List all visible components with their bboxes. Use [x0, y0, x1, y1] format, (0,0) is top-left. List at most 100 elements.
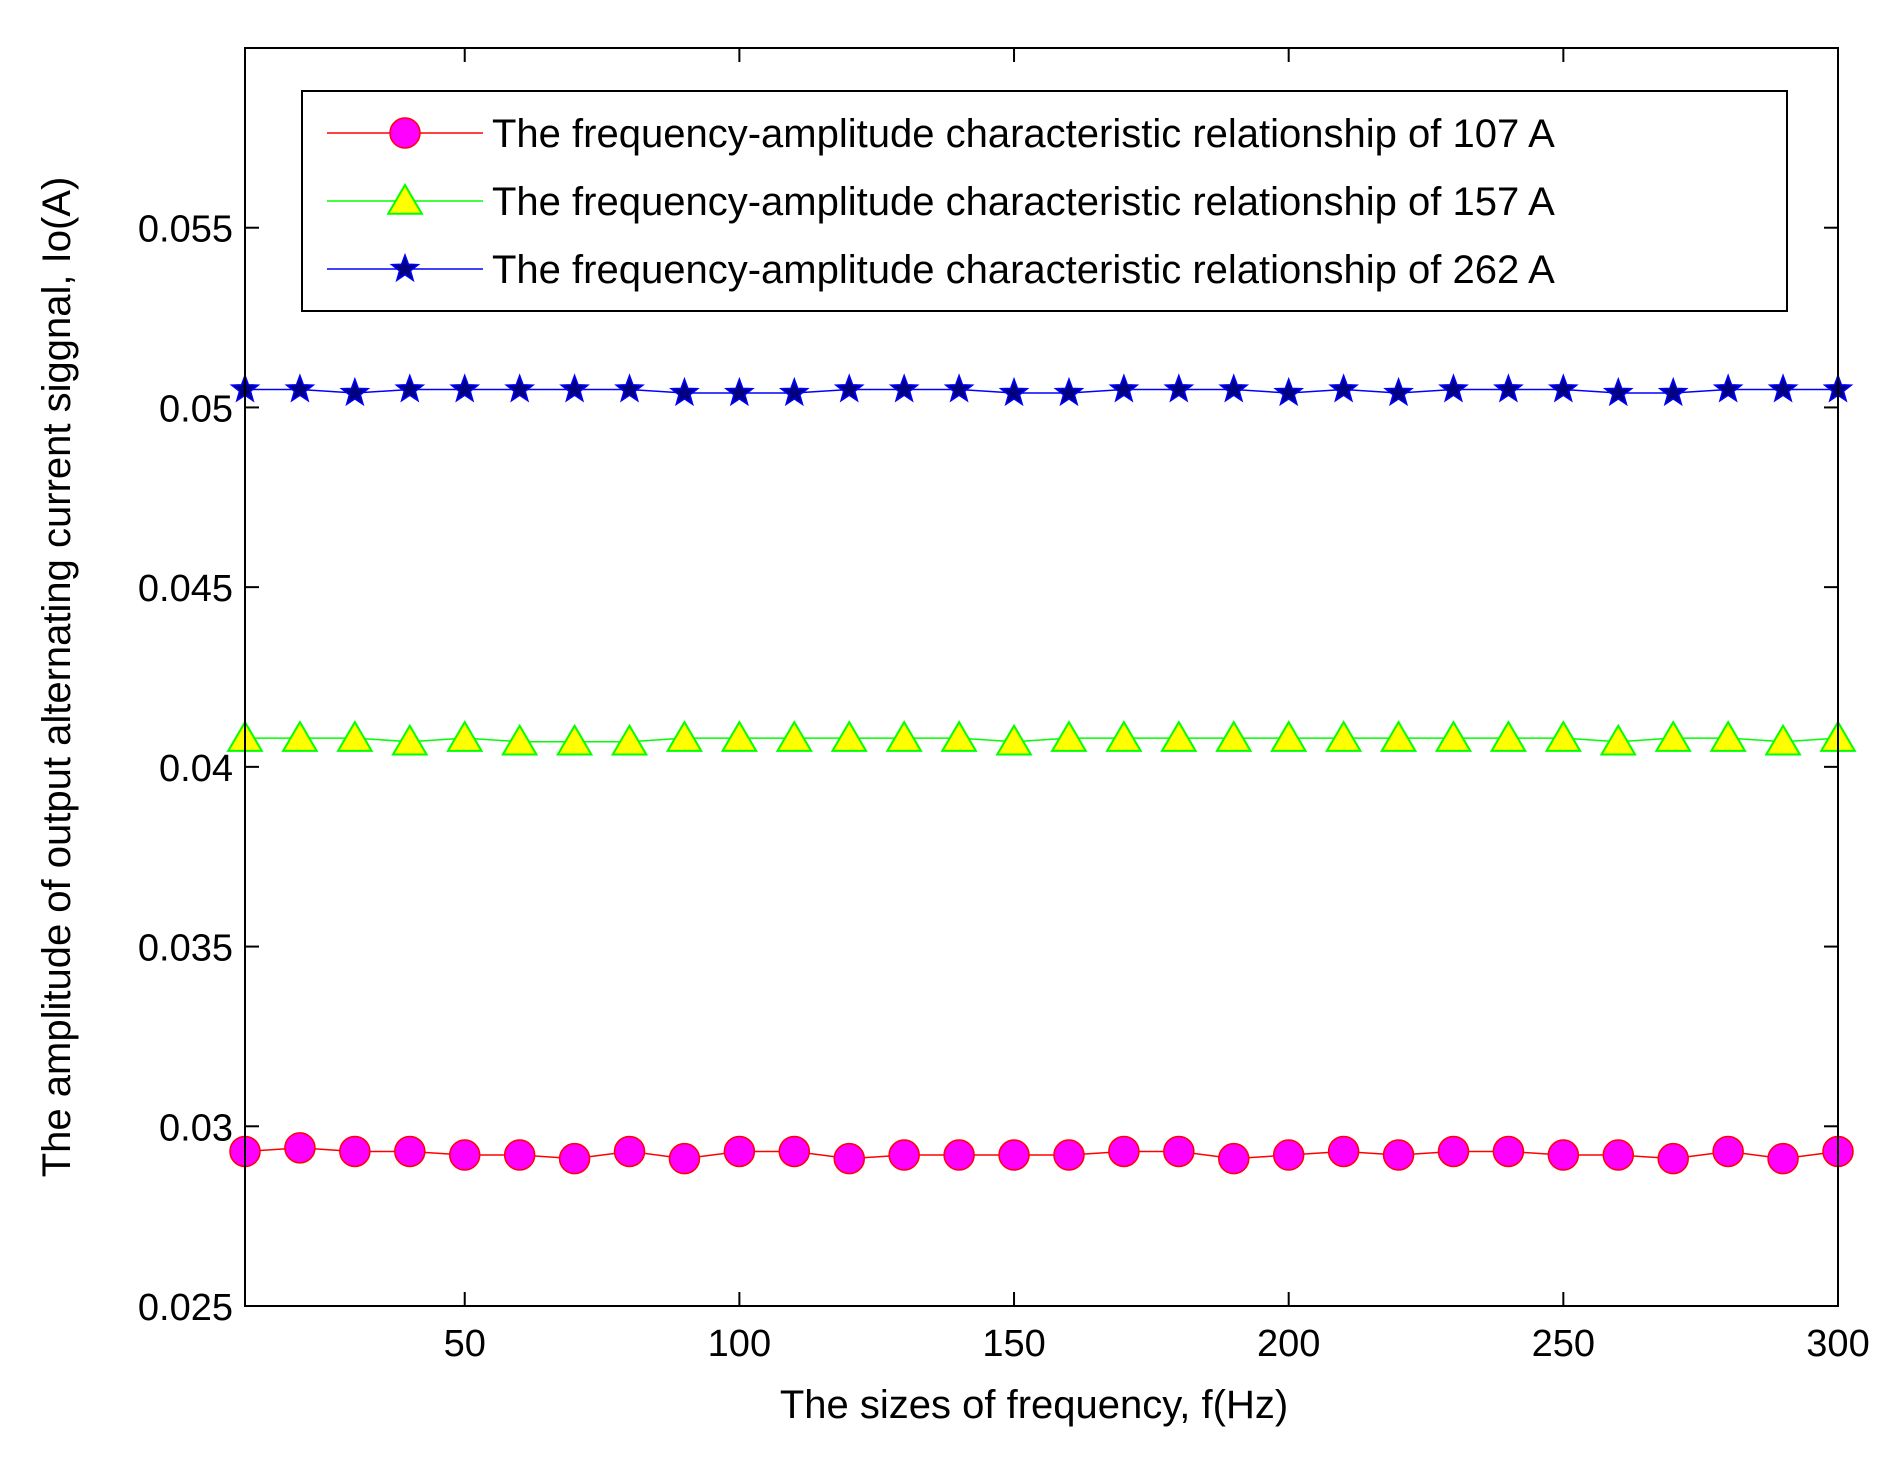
y-tick-label: 0.025 — [138, 1287, 233, 1329]
series-line — [245, 388, 1838, 394]
data-point — [1105, 720, 1143, 752]
data-point — [888, 373, 920, 403]
data-point — [503, 1139, 536, 1171]
legend: The frequency-amplitude characteristic r… — [301, 90, 1788, 312]
data-point — [665, 720, 703, 752]
data-point — [943, 373, 975, 403]
data-point — [1163, 1135, 1195, 1168]
data-point — [1437, 1135, 1470, 1168]
legend-box — [301, 90, 1788, 312]
data-point — [284, 373, 316, 403]
data-point — [391, 723, 429, 756]
legend-label: The frequency-amplitude characteristic r… — [492, 112, 1555, 156]
data-point — [1383, 376, 1414, 407]
data-point — [1218, 1142, 1250, 1175]
x-axis-ticks: 50 100 150 200 250 300 — [444, 48, 1870, 1365]
legend-marker — [389, 252, 421, 283]
data-point — [995, 723, 1033, 756]
data-point — [556, 723, 594, 756]
data-point — [610, 723, 649, 756]
legend-label: The frequency-amplitude characteristic r… — [492, 180, 1555, 224]
data-point — [394, 1135, 426, 1168]
data-point — [558, 1142, 591, 1175]
data-point — [1709, 720, 1747, 752]
x-tick-label: 200 — [1257, 1323, 1320, 1365]
legend-label: The frequency-amplitude characteristic r… — [492, 248, 1555, 292]
data-point — [1218, 373, 1250, 403]
x-tick-label: 150 — [982, 1323, 1045, 1365]
y-tick-label: 0.04 — [159, 748, 233, 790]
data-point — [1657, 376, 1689, 407]
series-2 — [229, 373, 1854, 407]
data-point — [613, 1135, 646, 1168]
legend-marker — [389, 117, 421, 149]
y-tick-label: 0.03 — [159, 1107, 233, 1149]
data-point — [1547, 1139, 1580, 1171]
data-point — [501, 723, 539, 756]
y-tick-label: 0.045 — [138, 568, 233, 610]
data-point — [449, 373, 481, 403]
data-point — [1547, 373, 1579, 403]
x-tick-label: 100 — [708, 1323, 771, 1365]
data-point — [1215, 720, 1253, 752]
data-point — [669, 376, 700, 407]
data-point — [833, 1142, 865, 1175]
data-point — [1272, 1139, 1305, 1171]
data-point — [998, 376, 1030, 407]
data-point — [1602, 376, 1634, 407]
data-point — [998, 1139, 1030, 1171]
data-point — [1382, 1139, 1415, 1171]
data-point — [1053, 376, 1085, 407]
data-point — [1767, 1142, 1799, 1175]
data-point — [1325, 720, 1363, 752]
data-point — [1163, 373, 1195, 403]
data-point — [394, 373, 426, 403]
y-tick-label: 0.035 — [138, 928, 233, 970]
series-1 — [226, 720, 1857, 756]
data-point — [1492, 1135, 1525, 1168]
data-point — [1327, 1135, 1360, 1168]
data-point — [1544, 720, 1582, 752]
data-point — [1764, 723, 1802, 756]
legend-marker — [386, 183, 424, 215]
axes-box — [244, 47, 1839, 1307]
data-point — [1273, 376, 1305, 407]
data-point — [339, 376, 371, 407]
data-point — [1270, 720, 1308, 752]
y-axis-label: The amplitude of output alternating curr… — [35, 177, 79, 1178]
data-point — [559, 373, 590, 403]
data-point — [284, 1132, 316, 1164]
data-point — [281, 720, 319, 752]
y-tick-label: 0.055 — [138, 209, 233, 251]
series-layer — [226, 373, 1857, 1175]
y-axis-ticks: 0.025 0.03 0.035 0.04 0.045 0.05 0.055 — [138, 209, 1838, 1329]
data-point — [1160, 720, 1198, 752]
series-0 — [229, 1132, 1854, 1175]
data-point — [1489, 720, 1527, 752]
data-point — [775, 720, 813, 752]
x-tick-label: 250 — [1532, 1323, 1595, 1365]
x-tick-label: 50 — [444, 1323, 486, 1365]
data-point — [668, 1142, 701, 1175]
data-point — [1599, 723, 1637, 756]
data-point — [1328, 373, 1360, 403]
data-point — [614, 373, 645, 403]
data-point — [720, 720, 758, 752]
data-point — [504, 373, 536, 403]
data-point — [885, 720, 923, 752]
x-tick-label: 300 — [1806, 1323, 1869, 1365]
data-point — [1053, 1139, 1085, 1171]
data-point — [1438, 373, 1469, 403]
data-point — [1654, 720, 1692, 752]
data-point — [888, 1139, 920, 1171]
data-point — [1380, 720, 1418, 752]
y-tick-label: 0.05 — [159, 388, 233, 430]
data-point — [1050, 720, 1088, 752]
data-point — [1602, 1139, 1635, 1171]
data-point — [723, 376, 755, 407]
data-point — [1712, 1135, 1744, 1168]
data-point — [1434, 720, 1473, 752]
data-point — [833, 373, 865, 403]
data-point — [778, 1135, 811, 1168]
